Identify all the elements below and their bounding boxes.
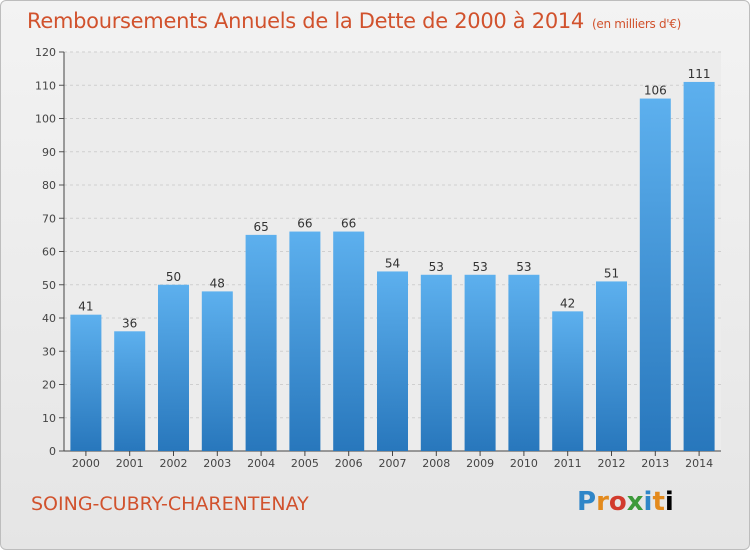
- x-tick-label: 2011: [554, 457, 582, 470]
- unit-label: (en milliers d'€): [592, 17, 682, 31]
- bar: [70, 314, 102, 451]
- bar: [639, 98, 671, 452]
- data-label: 54: [385, 256, 400, 270]
- data-label: 111: [688, 67, 711, 81]
- data-label: 66: [297, 217, 312, 231]
- logo-letter: i: [664, 487, 674, 517]
- x-tick-label: 2009: [466, 457, 494, 470]
- x-tick-label: 2010: [510, 457, 538, 470]
- bar: [114, 331, 146, 451]
- y-tick-label: 50: [42, 279, 56, 292]
- bar: [289, 231, 321, 451]
- proxiti-logo: Proxiti: [577, 487, 674, 517]
- y-tick-label: 60: [42, 246, 56, 259]
- logo-letter: i: [643, 487, 653, 517]
- data-label: 53: [516, 260, 531, 274]
- x-tick-label: 2006: [335, 457, 363, 470]
- bar: [552, 311, 584, 451]
- logo-letter: P: [577, 487, 597, 517]
- y-tick-label: 110: [35, 79, 56, 92]
- logo-letter: r: [596, 487, 609, 517]
- data-label: 42: [560, 296, 575, 310]
- x-tick-label: 2007: [379, 457, 407, 470]
- y-tick-label: 20: [42, 379, 56, 392]
- commune-name: SOING-CUBRY-CHARENTENAY: [31, 493, 309, 515]
- data-label: 53: [429, 260, 444, 274]
- data-label: 65: [253, 220, 268, 234]
- bar: [333, 231, 365, 451]
- bar: [158, 284, 189, 451]
- bar: [420, 274, 452, 451]
- y-tick-label: 40: [42, 312, 56, 325]
- chart-title: Remboursements Annuels de la Dette de 20…: [27, 9, 681, 33]
- data-label: 53: [472, 260, 487, 274]
- y-tick-label: 0: [49, 445, 56, 458]
- logo-letter: o: [608, 487, 627, 517]
- bar: [683, 81, 715, 452]
- data-label: 48: [210, 276, 225, 290]
- y-tick-label: 10: [42, 412, 56, 425]
- x-tick-label: 2008: [422, 457, 450, 470]
- x-tick-label: 2002: [160, 457, 188, 470]
- bar: [245, 234, 277, 451]
- x-tick-label: 2000: [72, 457, 100, 470]
- data-label: 50: [166, 270, 181, 284]
- bar: [377, 271, 408, 451]
- x-tick-label: 2004: [247, 457, 275, 470]
- bar: [464, 274, 496, 451]
- y-tick-label: 80: [42, 179, 56, 192]
- logo-letter: t: [652, 487, 665, 517]
- y-tick-label: 30: [42, 345, 56, 358]
- bar: [201, 291, 233, 451]
- data-label: 41: [78, 300, 93, 314]
- x-tick-label: 2013: [641, 457, 669, 470]
- bar: [596, 281, 627, 451]
- x-tick-label: 2012: [598, 457, 626, 470]
- chart-title-text: Remboursements Annuels de la Dette de 20…: [27, 9, 584, 33]
- x-tick-label: 2001: [116, 457, 144, 470]
- x-tick-label: 2014: [685, 457, 713, 470]
- y-tick-label: 100: [35, 113, 56, 126]
- y-tick-label: 120: [35, 46, 56, 59]
- data-label: 51: [604, 266, 619, 280]
- x-tick-label: 2003: [203, 457, 231, 470]
- y-tick-label: 70: [42, 212, 56, 225]
- logo-letter: x: [626, 487, 644, 517]
- y-tick-label: 90: [42, 146, 56, 159]
- data-label: 106: [644, 84, 667, 98]
- data-label: 66: [341, 217, 356, 231]
- x-tick-label: 2005: [291, 457, 319, 470]
- data-label: 36: [122, 316, 137, 330]
- bar: [508, 274, 540, 451]
